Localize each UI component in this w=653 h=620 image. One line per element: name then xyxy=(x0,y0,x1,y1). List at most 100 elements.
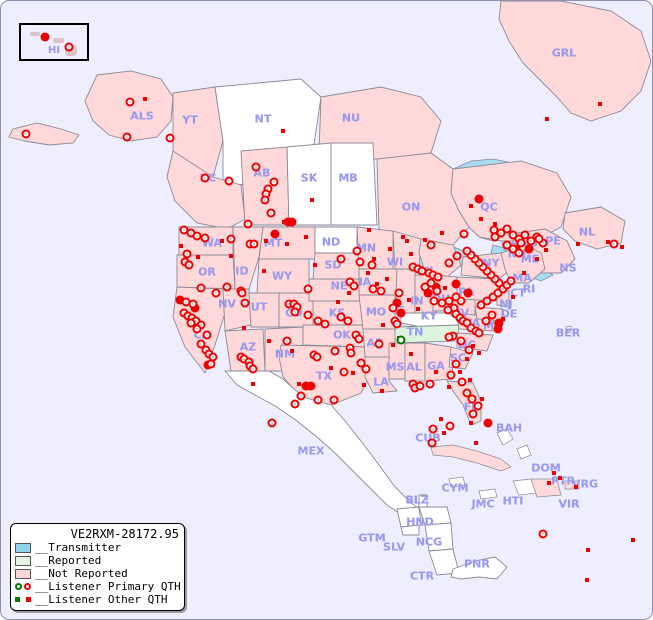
listener-other-qth-marker-69[interactable] xyxy=(447,385,451,389)
listener-primary-qth-marker-68[interactable] xyxy=(356,358,366,368)
listener-primary-qth-marker-43[interactable] xyxy=(186,318,196,328)
listener-primary-qth-marker-3[interactable] xyxy=(21,129,31,139)
listener-primary-qth-marker-80[interactable] xyxy=(433,272,443,282)
listener-primary-qth-marker-103[interactable] xyxy=(506,276,516,286)
listener-primary-qth-marker-163[interactable] xyxy=(516,238,526,248)
listener-primary-qth-marker-74[interactable] xyxy=(394,288,404,298)
listener-marker-hi-1[interactable] xyxy=(40,32,50,42)
listener-primary-qth-marker-12[interactable] xyxy=(260,195,270,205)
listener-other-qth-marker-17[interactable] xyxy=(401,235,405,239)
listener-other-qth-marker-65[interactable] xyxy=(313,263,317,267)
listener-primary-qth-marker-131[interactable] xyxy=(451,359,461,369)
listener-other-qth-marker-7[interactable] xyxy=(469,204,473,208)
listener-primary-qth-marker-162[interactable] xyxy=(489,225,499,235)
listener-other-qth-marker-60[interactable] xyxy=(267,339,271,343)
listener-other-qth-marker-26[interactable] xyxy=(220,239,224,243)
listener-primary-qth-marker-155[interactable] xyxy=(376,286,386,296)
listener-primary-qth-marker-118[interactable] xyxy=(520,230,530,240)
legend-row-listener-other[interactable]: __Listener Other QTH xyxy=(15,593,180,606)
listener-other-qth-marker-37[interactable] xyxy=(458,370,462,374)
listener-other-qth-marker-59[interactable] xyxy=(290,349,294,353)
legend-row-listener-primary[interactable]: __Listener Primary QTH xyxy=(15,580,181,593)
listener-primary-qth-marker-70[interactable] xyxy=(374,339,384,349)
listener-other-qth-marker-24[interactable] xyxy=(262,269,266,273)
listener-other-qth-marker-29[interactable] xyxy=(336,300,340,304)
listener-other-qth-marker-23[interactable] xyxy=(409,252,413,256)
listener-other-qth-marker-5[interactable] xyxy=(545,117,549,121)
listener-other-qth-marker-18[interactable] xyxy=(366,271,370,275)
region-bermuda[interactable] xyxy=(565,325,573,332)
listener-other-qth-marker-31[interactable] xyxy=(407,298,411,302)
listener-other-qth-marker-51[interactable] xyxy=(631,538,635,542)
listener-other-qth-marker-75[interactable] xyxy=(427,293,431,297)
listener-other-qth-marker-61[interactable] xyxy=(242,326,246,330)
listener-other-qth-marker-45[interactable] xyxy=(552,471,556,475)
listener-other-qth-marker-76[interactable] xyxy=(443,286,447,290)
listener-other-qth-marker-44[interactable] xyxy=(439,417,443,421)
listener-other-qth-marker-15[interactable] xyxy=(372,257,376,261)
listener-other-qth-marker-67[interactable] xyxy=(391,343,395,347)
listener-primary-qth-marker-112[interactable] xyxy=(462,246,472,256)
listener-primary-qth-marker-82[interactable] xyxy=(420,282,430,292)
listener-primary-qth-marker-46[interactable] xyxy=(202,330,212,340)
listener-other-qth-marker-71[interactable] xyxy=(511,295,515,299)
listener-other-qth-marker-36[interactable] xyxy=(465,357,469,361)
listener-primary-qth-marker-32[interactable] xyxy=(240,298,250,308)
listener-other-qth-marker-58[interactable] xyxy=(329,366,333,370)
listener-primary-qth-marker-127[interactable] xyxy=(456,296,466,306)
region-cuba[interactable] xyxy=(430,444,512,472)
listener-primary-qth-marker-150[interactable] xyxy=(538,529,548,539)
listener-primary-qth-marker-138[interactable] xyxy=(445,421,455,431)
listener-primary-qth-marker-83[interactable] xyxy=(432,286,442,296)
listener-primary-qth-marker-14[interactable] xyxy=(243,219,253,229)
listener-primary-qth-marker-94[interactable] xyxy=(474,328,484,338)
listener-marker-dot-8[interactable] xyxy=(524,244,534,254)
listener-primary-qth-marker-21[interactable] xyxy=(249,239,259,249)
region-greenland[interactable] xyxy=(498,1,652,122)
listener-primary-qth-marker-151[interactable] xyxy=(303,310,313,320)
region-newfoundland[interactable] xyxy=(562,206,626,250)
listener-primary-qth-marker-62[interactable] xyxy=(343,316,353,326)
listener-other-qth-marker-50[interactable] xyxy=(585,578,589,582)
region-missouri[interactable] xyxy=(358,294,396,330)
listener-primary-qth-marker-161[interactable] xyxy=(459,229,469,239)
listener-other-qth-marker-64[interactable] xyxy=(264,239,268,243)
listener-other-qth-marker-10[interactable] xyxy=(576,242,580,246)
legend[interactable]: VE2RXM-28172.95 __Transmitter __Reported… xyxy=(10,523,185,611)
listener-other-qth-marker-1[interactable] xyxy=(282,220,286,224)
listener-primary-qth-marker-129[interactable] xyxy=(456,336,466,346)
listener-primary-qth-marker-96[interactable] xyxy=(487,310,497,320)
listener-marker-dot-16[interactable] xyxy=(175,295,185,305)
listener-primary-qth-marker-27[interactable] xyxy=(303,284,313,294)
listener-primary-qth-marker-136[interactable] xyxy=(473,401,483,411)
listener-primary-qth-marker-66[interactable] xyxy=(330,346,340,356)
listener-primary-qth-marker-135[interactable] xyxy=(467,394,477,404)
listener-primary-qth-marker-115[interactable] xyxy=(502,224,512,234)
listener-primary-qth-marker-140[interactable] xyxy=(313,395,323,405)
listener-primary-qth-marker-2[interactable] xyxy=(125,97,135,107)
listener-primary-qth-marker-38[interactable] xyxy=(188,299,198,309)
listener-other-qth-marker-11[interactable] xyxy=(606,240,610,244)
listener-other-qth-marker-9[interactable] xyxy=(493,222,497,226)
listener-other-qth-marker-72[interactable] xyxy=(522,271,526,275)
listener-primary-qth-marker-146[interactable] xyxy=(267,418,277,428)
listener-primary-qth-marker-29[interactable] xyxy=(352,246,362,256)
region-nicaragua[interactable] xyxy=(424,522,454,552)
legend-row-reported[interactable]: __Reported xyxy=(15,554,180,567)
listener-marker-dot-14[interactable] xyxy=(301,381,311,391)
listener-marker-dot-5[interactable] xyxy=(463,288,473,298)
listener-other-qth-marker-41[interactable] xyxy=(469,421,473,425)
listener-other-qth-marker-55[interactable] xyxy=(297,382,301,386)
region-mississippi[interactable] xyxy=(388,342,406,380)
listener-other-qth-marker-49[interactable] xyxy=(586,548,590,552)
listener-primary-qth-marker-158[interactable] xyxy=(426,240,436,250)
listener-other-qth-marker-6[interactable] xyxy=(598,102,602,106)
listener-other-qth-marker-43[interactable] xyxy=(474,441,478,445)
listener-primary-qth-marker-28[interactable] xyxy=(336,254,346,264)
region-dominican-republic[interactable] xyxy=(530,478,562,498)
listener-other-qth-marker-28[interactable] xyxy=(347,291,351,295)
listener-primary-qth-marker-133[interactable] xyxy=(457,377,467,387)
listener-primary-qth-marker-124[interactable] xyxy=(514,248,524,258)
listener-primary-qth-marker-134[interactable] xyxy=(462,388,472,398)
